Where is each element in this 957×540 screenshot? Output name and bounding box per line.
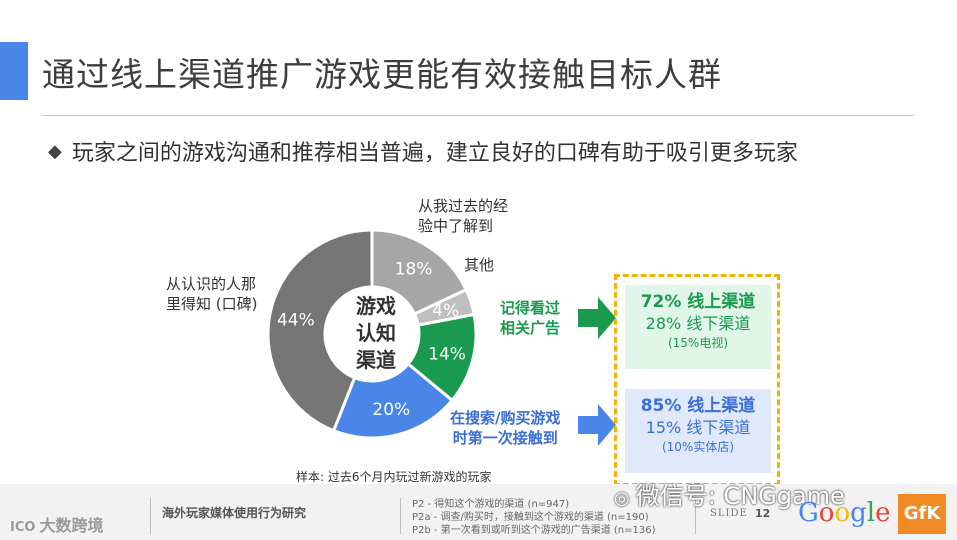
- donut-slices: [266, 228, 478, 440]
- google-logo: Google: [798, 498, 891, 528]
- wechat-icon: ◎: [614, 488, 630, 509]
- ad-offline-share: 28% 线下渠道: [645, 314, 751, 333]
- gfk-logo: GfK: [898, 494, 946, 534]
- label-search-purchase: 在搜索/购买游戏 时第一次接触到: [450, 409, 561, 447]
- center-label-line3: 渠道: [356, 348, 396, 372]
- report-name: 海外玩家媒体使用行为研究: [162, 506, 307, 520]
- search-online-share: 85% 线上渠道: [640, 396, 756, 416]
- wechat-watermark: ◎ 微信号: CNGgame: [614, 482, 845, 510]
- brand-logo: ICO 大数跨境: [10, 516, 104, 535]
- title-divider: [42, 115, 914, 116]
- donut-slice: [331, 361, 455, 440]
- donut-slice-label: 18%: [395, 260, 433, 280]
- key-message: ◆ 玩家之间的游戏沟通和推荐相当普遍，建立良好的口碑有助于吸引更多玩家: [48, 135, 798, 167]
- slide-word: SLIDE: [710, 508, 748, 519]
- donut-slice-label: 14%: [428, 344, 466, 364]
- label-remember-ad: 记得看过 相关广告: [500, 299, 561, 337]
- footer: ICO 大数跨境 海外玩家媒体使用行为研究 P2 - 得知这个游戏的渠道 (n=9…: [0, 484, 957, 540]
- slide-number: 12: [755, 507, 771, 520]
- footer-divider: [150, 498, 151, 534]
- ad-tv-note: (15%电视): [667, 336, 729, 350]
- brand-mark-icon: ICO: [10, 520, 36, 535]
- source-note: P2a - 调查/购买时，接触到这个游戏的渠道 (n=190): [412, 512, 649, 523]
- donut-slice-label: 4%: [432, 301, 459, 321]
- label-past-experience: 从我过去的经 验中了解到: [418, 197, 509, 235]
- search-channel-box: 85% 线上渠道 15% 线下渠道 (10%实体店): [625, 389, 771, 473]
- title-accent-bar: [0, 42, 28, 100]
- ad-channel-box: 72% 线上渠道 28% 线下渠道 (15%电视): [625, 285, 771, 369]
- center-label-line1: 游戏: [356, 294, 396, 318]
- blue-arrow-icon: [578, 404, 616, 446]
- green-arrow-icon: [578, 297, 616, 339]
- donut-slice-labels: 44% 18% 4% 14% 20%: [277, 260, 466, 421]
- footer-divider: [695, 498, 696, 534]
- label-word-of-mouth: 从认识的人那 里得知 (口碑): [166, 275, 258, 313]
- search-store-note: (10%实体店): [661, 440, 735, 454]
- source-notes: P2 - 得知这个游戏的渠道 (n=947) P2a - 调查/购买时，接触到这…: [412, 498, 656, 537]
- source-note: P2 - 得知这个游戏的渠道 (n=947): [412, 499, 570, 510]
- diamond-bullet-icon: ◆: [48, 140, 62, 162]
- sample-note: 样本: 过去6个月内玩过新游戏的玩家: [296, 470, 492, 484]
- center-label-line2: 认知: [356, 321, 396, 345]
- source-note: P2b - 第一次看到或听到这个游戏的广告渠道 (n=136): [412, 525, 656, 536]
- ad-online-share: 72% 线上渠道: [640, 292, 756, 312]
- label-other: 其他: [464, 256, 495, 274]
- page-title: 通过线上渠道推广游戏更能有效接触目标人群: [42, 55, 722, 94]
- search-offline-share: 15% 线下渠道: [645, 418, 751, 437]
- channel-breakdown-highlight: 72% 线上渠道 28% 线下渠道 (15%电视) 85% 线上渠道 15% 线…: [614, 274, 780, 486]
- footer-divider: [400, 498, 401, 534]
- donut-slice-label: 20%: [372, 400, 410, 420]
- donut-slice-label: 44%: [277, 310, 315, 330]
- donut-slice: [266, 228, 374, 433]
- key-message-text: 玩家之间的游戏沟通和推荐相当普遍，建立良好的口碑有助于吸引更多玩家: [71, 141, 798, 166]
